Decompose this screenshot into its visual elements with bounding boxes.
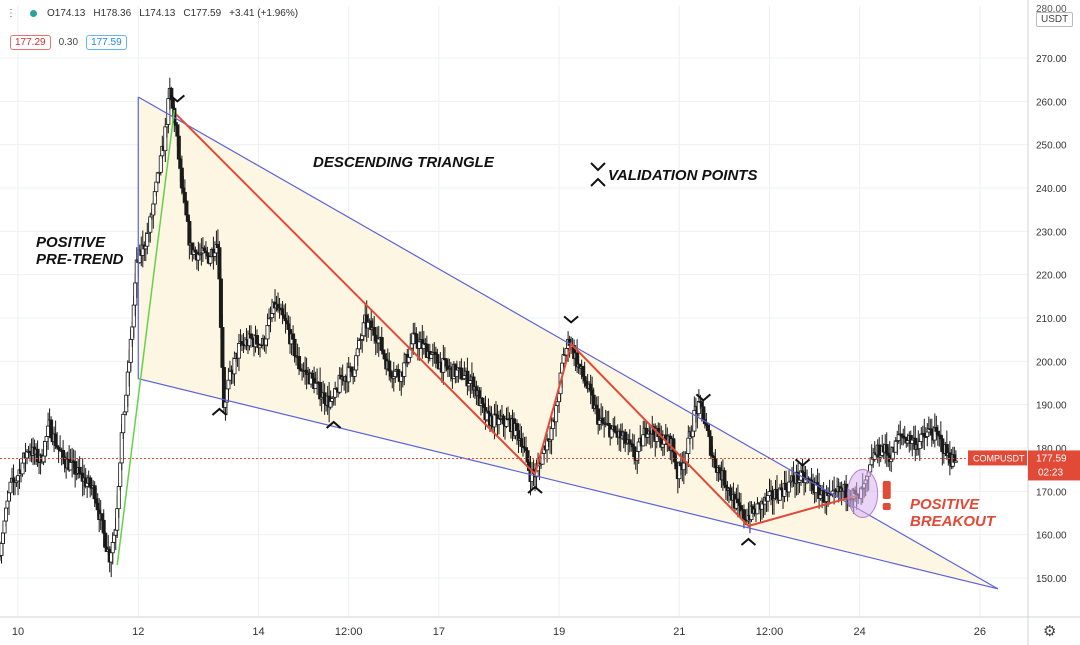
candle-body	[208, 256, 213, 264]
time-tick-label: 12	[132, 626, 144, 638]
price-tick-label: 170.00	[1036, 487, 1067, 498]
candle-body	[110, 541, 115, 554]
candle-body	[713, 458, 718, 469]
countdown-label: 02:23	[1038, 467, 1063, 478]
candle-body	[699, 401, 704, 408]
time-tick-label: 26	[974, 626, 986, 638]
candle-body	[292, 338, 297, 357]
price-tick-label: 250.00	[1036, 141, 1067, 152]
validation-top-marker	[563, 315, 579, 324]
candle-body	[953, 460, 958, 463]
validation-top-marker	[695, 393, 712, 402]
ohlc-open: O174.13	[47, 8, 86, 19]
price-tick-label: 180.00	[1036, 444, 1067, 455]
price-tick-label: 240.00	[1036, 184, 1067, 195]
candle-body	[265, 325, 270, 340]
validation-path	[175, 113, 857, 528]
ohlc-change: +3.41 (+1.96%)	[229, 8, 299, 19]
price-tick-label: 200.00	[1036, 357, 1067, 368]
time-tick-label: 10	[12, 626, 24, 638]
price-tick-label: 260.00	[1036, 97, 1067, 108]
validation-markers	[169, 94, 811, 546]
ohlc-low: L174.13	[139, 8, 176, 19]
pretrend-label-line2: PRE-TREND	[36, 251, 124, 268]
candle-body	[103, 532, 108, 548]
validation-top-marker	[169, 94, 185, 103]
currency-badge[interactable]: USDT	[1036, 12, 1074, 27]
price-tick-label: 270.00	[1036, 54, 1067, 65]
breakout-label-line1: POSITIVE	[910, 496, 980, 513]
validation-legend-top-icon	[590, 162, 606, 172]
symbol-marker-box	[968, 450, 1027, 466]
candle-body	[254, 335, 259, 345]
price-tick-label: 160.00	[1036, 531, 1067, 542]
ohlc-legend: ⋮ O174.13 H178.36 L174.13 C177.59 +3.41 …	[6, 8, 298, 19]
symbol-marker-label: COMPUSDT	[973, 453, 1025, 463]
validation-top-marker	[794, 458, 811, 467]
last-price-box	[1028, 450, 1080, 481]
time-tick-label: 12:00	[335, 626, 363, 638]
candle-body	[554, 405, 559, 423]
ohlc-high: H178.36	[93, 8, 132, 19]
pattern-label: DESCENDING TRIANGLE	[313, 154, 495, 171]
lower-trendline	[138, 378, 999, 590]
time-tick-label: 12:00	[756, 626, 784, 638]
candle-body	[4, 507, 9, 522]
validation-bottom-marker	[211, 407, 228, 416]
validation-bottom-marker	[740, 537, 757, 546]
pretrend-label-line1: POSITIVE	[36, 234, 106, 251]
time-tick-label: 17	[433, 626, 445, 638]
exclamation-dot	[882, 503, 891, 510]
gear-icon[interactable]: ⚙	[1043, 623, 1057, 640]
price-tick-label: 220.00	[1036, 271, 1067, 282]
time-tick-label: 19	[553, 626, 565, 638]
quote-panel: 177.29 0.30 177.59	[10, 35, 127, 50]
sell-price-button[interactable]: 177.29	[10, 35, 51, 50]
time-tick-label: 14	[252, 626, 264, 638]
spread-value: 0.30	[58, 37, 79, 48]
candle-body	[176, 135, 181, 160]
settings-dots-icon[interactable]: ⋮	[6, 8, 16, 19]
validation-label: VALIDATION POINTS	[608, 167, 757, 184]
price-tick-label: 210.00	[1036, 314, 1067, 325]
candle-body	[121, 413, 126, 434]
validation-legend-bottom-icon	[590, 177, 606, 187]
candle-body	[379, 337, 384, 351]
exclamation-bar	[882, 481, 891, 499]
price-tick-label: 190.00	[1036, 401, 1067, 412]
price-tick-label: 150.00	[1036, 574, 1067, 585]
buy-price-button[interactable]: 177.59	[86, 35, 127, 50]
last-price-label: 177.59	[1036, 453, 1067, 464]
pretrend-line	[116, 109, 176, 566]
breakout-label-line2: BREAKOUT	[910, 513, 997, 530]
ohlc-close: C177.59	[183, 8, 222, 19]
price-tick-label: 230.00	[1036, 227, 1067, 238]
price-tick-label: 280.00	[1036, 4, 1067, 15]
validation-bottom-marker	[527, 485, 543, 494]
breakout-circle	[847, 469, 879, 518]
market-status-icon	[30, 10, 37, 17]
time-tick-label: 24	[854, 626, 866, 638]
validation-bottom-marker	[325, 420, 342, 429]
time-tick-label: 21	[673, 626, 685, 638]
